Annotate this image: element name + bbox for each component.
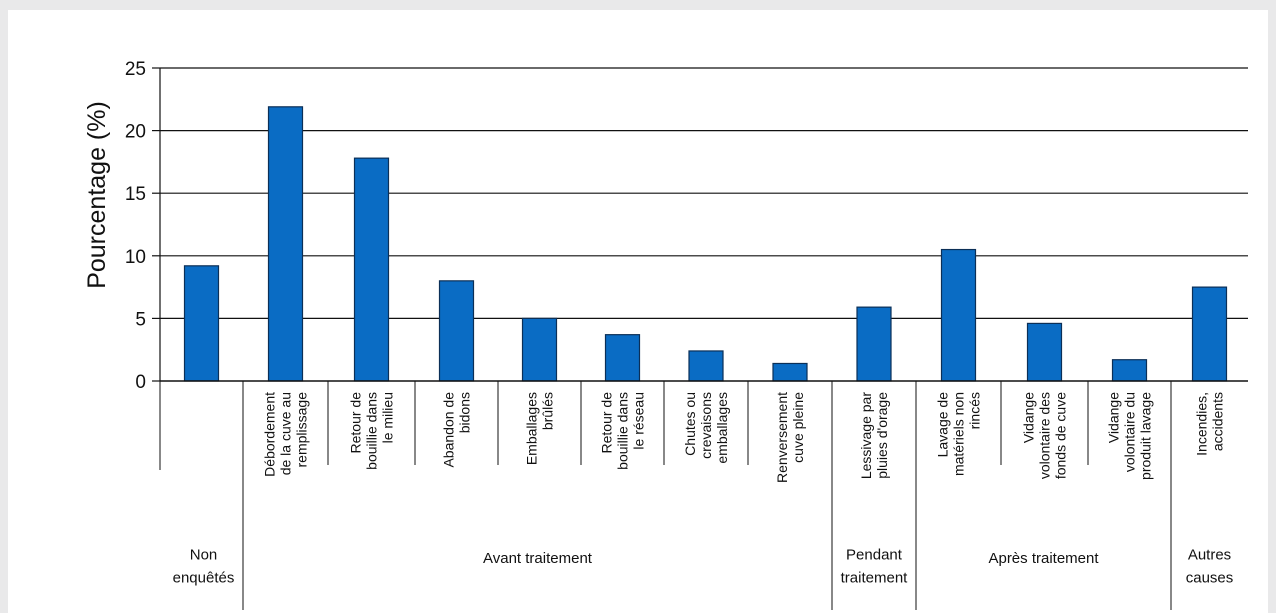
category-label: bouillie dans [615, 392, 631, 470]
category-label: Lavage de [935, 392, 951, 458]
category-label: rincés [967, 392, 983, 429]
category-label: Emballages [524, 392, 540, 465]
group-label: Pendant [846, 547, 903, 564]
category-label: Chutes ou [682, 392, 698, 456]
category-label: bouillie dans [364, 392, 380, 470]
category-label: volontaire du [1122, 392, 1138, 472]
bar [521, 317, 558, 382]
group-label: traitement [841, 570, 909, 587]
bar [183, 265, 220, 382]
bar [604, 334, 641, 382]
y-tick-label: 10 [125, 247, 146, 268]
bar [1111, 359, 1148, 382]
category-label: remplissage [294, 392, 310, 468]
category-label: pluies d'orage [874, 392, 890, 479]
bar [772, 362, 808, 382]
y-tick-label: 15 [125, 184, 146, 205]
category-label: Incendies, [1194, 392, 1210, 456]
group-label: causes [1186, 570, 1234, 587]
bar [353, 157, 390, 382]
bar-chart: 0 5 10 15 20 25 Débordement de la cuve au rempl… [83, 59, 1248, 610]
group-label: Après traitement [988, 550, 1099, 567]
group-label: Non [190, 547, 218, 564]
y-axis-label: Pourcentage (%) [83, 101, 111, 289]
category-label: emballages [714, 392, 730, 464]
category-label: produit lavage [1138, 392, 1154, 480]
bar [856, 306, 892, 382]
category-label: le réseau [631, 392, 647, 450]
category-label: accidents [1210, 392, 1226, 451]
group-label: Autres [1188, 547, 1231, 564]
category-label: crevaisons [698, 392, 714, 459]
y-tick-label: 5 [135, 309, 146, 330]
group-label: Avant traitement [483, 550, 593, 567]
category-label: matériels non [951, 392, 967, 476]
bar [1026, 322, 1063, 382]
bar [438, 280, 475, 382]
category-label: brûlés [540, 392, 556, 430]
category-label: Lessivage par [858, 392, 874, 480]
category-label: Vidange [1021, 392, 1037, 443]
category-label: le milieu [380, 392, 396, 443]
category-label: cuve pleine [790, 392, 806, 463]
category-label: Abandon de [441, 392, 457, 468]
category-label: Débordement [262, 392, 278, 477]
category-label: fonds de cuve [1053, 392, 1069, 479]
category-label: Renversement [774, 392, 790, 483]
y-tick-label: 25 [125, 59, 146, 80]
y-tick-label: 20 [125, 122, 146, 143]
category-label: volontaire des [1037, 392, 1053, 479]
group-label: enquêtés [173, 570, 235, 587]
bar [940, 248, 977, 382]
category-label: Vidange [1106, 392, 1122, 443]
y-tick-label: 0 [135, 372, 146, 393]
category-label: Retour de [599, 392, 615, 454]
bar [688, 350, 724, 382]
category-label: de la cuve au [278, 392, 294, 475]
chart-frame: 0 5 10 15 20 25 Débordement de la cuve au rempl… [8, 10, 1268, 613]
category-label: bidons [457, 392, 473, 433]
bar [1191, 286, 1228, 382]
category-label: Retour de [348, 392, 364, 454]
bar [267, 106, 304, 382]
